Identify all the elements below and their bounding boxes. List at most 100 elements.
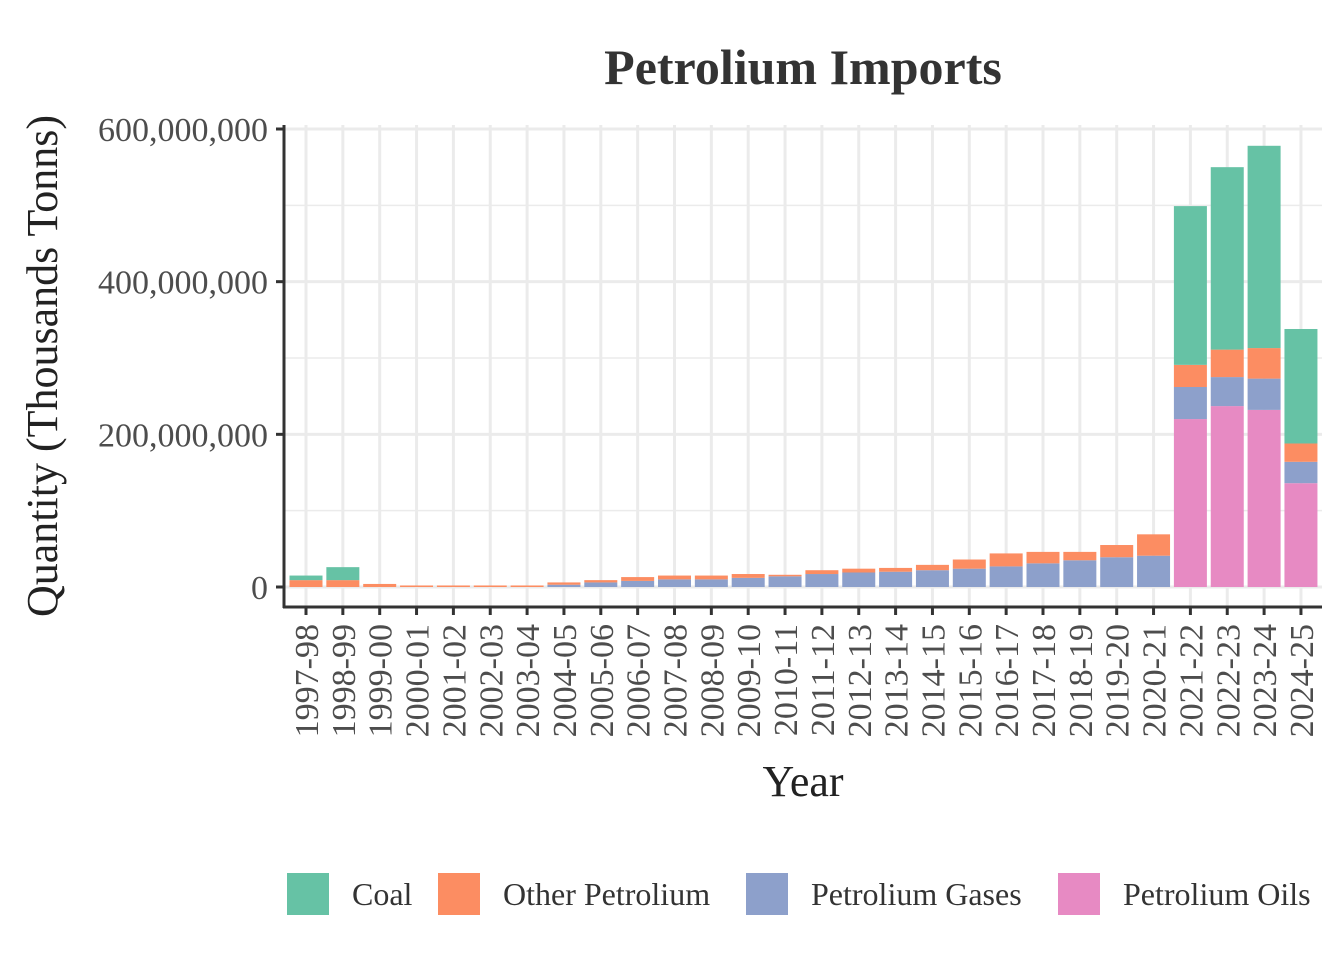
bar-segment-coal xyxy=(1284,328,1318,444)
bar-segment-other-petrolium xyxy=(436,585,470,587)
legend-item-other-petrolium: Other Petrolium xyxy=(438,873,710,915)
bar-segment-other-petrolium xyxy=(952,559,986,569)
x-tick-label: 2018-19 xyxy=(1063,624,1100,737)
bar-segment-other-petrolium xyxy=(658,575,691,580)
x-tick-label: 2000-01 xyxy=(400,624,437,737)
chart-title: Petrolium Imports xyxy=(604,39,1002,95)
bar-segment-petrolium-gases xyxy=(658,579,691,587)
bar-segment-petrolium-gases xyxy=(1173,387,1207,420)
bars xyxy=(289,145,1318,587)
x-tick-label: 2024-25 xyxy=(1284,624,1321,737)
bar-segment-other-petrolium xyxy=(1284,443,1318,462)
bar-segment-other-petrolium xyxy=(547,582,581,585)
x-tick-label: 2013-14 xyxy=(879,624,916,737)
bar-segment-coal xyxy=(289,575,323,581)
bar-segment-petrolium-gases xyxy=(952,568,986,587)
legend-label: Petrolium Oils xyxy=(1123,876,1311,912)
bar-segment-other-petrolium xyxy=(510,585,544,587)
bar-segment-petrolium-gases xyxy=(1284,461,1318,484)
bar-segment-petrolium-gases xyxy=(989,566,1023,587)
bar-segment-other-petrolium xyxy=(1100,545,1134,558)
y-axis-title: Quantity (Thousands Tonns) xyxy=(18,115,67,617)
x-tick-label: 2014-15 xyxy=(915,624,952,737)
bar-segment-other-petrolium xyxy=(989,553,1023,567)
bar-segment-other-petrolium xyxy=(1137,534,1171,556)
legend-item-petrolium-oils: Petrolium Oils xyxy=(1058,873,1311,915)
bar-segment-petrolium-gases xyxy=(1063,560,1097,587)
bar-segment-other-petrolium xyxy=(1063,551,1097,561)
bar-segment-petrolium-gases xyxy=(621,580,655,587)
y-tick-label: 400,000,000 xyxy=(98,265,268,302)
x-tick-label: 2010-11 xyxy=(768,624,805,736)
legend-swatch xyxy=(746,873,788,915)
x-tick-label: 2021-22 xyxy=(1173,624,1210,737)
x-tick-label: 2001-02 xyxy=(436,624,473,737)
bar-segment-coal xyxy=(1173,206,1207,365)
bar-segment-other-petrolium xyxy=(731,574,765,578)
x-tick-label: 2023-24 xyxy=(1247,624,1284,737)
bar-segment-other-petrolium xyxy=(1173,364,1207,388)
bar-segment-petrolium-gases xyxy=(547,584,581,587)
grid-lines xyxy=(284,125,1322,607)
y-tick-label: 600,000,000 xyxy=(98,112,268,149)
bar-segment-petrolium-gases xyxy=(694,579,728,587)
bar-segment-petrolium-gases xyxy=(1137,555,1171,587)
bar-segment-other-petrolium xyxy=(694,575,728,580)
x-tick-label: 2015-16 xyxy=(952,624,989,737)
bar-segment-other-petrolium xyxy=(1210,349,1244,378)
x-tick-label: 2002-03 xyxy=(473,624,510,737)
bar-segment-petrolium-gases xyxy=(879,571,913,587)
legend-swatch xyxy=(438,873,480,915)
bar-segment-other-petrolium xyxy=(1026,551,1060,564)
bar-segment-petrolium-gases xyxy=(731,577,765,587)
axes xyxy=(282,125,1322,609)
bar-segment-other-petrolium xyxy=(621,577,655,581)
x-tick-label: 2020-21 xyxy=(1137,624,1174,737)
x-axis-ticks: 1997-98 1998-99 1999-00 2000-01 2001-02 2002-… xyxy=(289,607,1321,737)
legend-swatch xyxy=(1058,873,1100,915)
bar-segment-petrolium-gases xyxy=(1026,563,1060,587)
x-tick-label: 2006-07 xyxy=(621,624,658,737)
x-tick-label: 2009-10 xyxy=(731,624,768,737)
bar-segment-petrolium-gases xyxy=(1100,557,1134,587)
x-tick-label: 2016-17 xyxy=(989,624,1026,737)
bar-segment-other-petrolium xyxy=(805,570,839,575)
bar-segment-other-petrolium xyxy=(363,583,397,587)
x-tick-label: 2007-08 xyxy=(658,624,695,737)
bar-segment-other-petrolium xyxy=(768,574,802,577)
x-tick-label: 2005-06 xyxy=(584,624,621,737)
bar-segment-petrolium-gases xyxy=(842,572,876,587)
bar-segment-petrolium-gases xyxy=(915,570,949,587)
legend: Coal Other Petrolium Petrolium Gases Petrol… xyxy=(287,873,1311,915)
bar-segment-petrolium-oils xyxy=(1173,419,1207,587)
x-axis-title: Year xyxy=(762,757,843,806)
bar-segment-petrolium-gases xyxy=(584,582,618,587)
bar-segment-coal xyxy=(1247,145,1281,349)
legend-label: Other Petrolium xyxy=(503,876,710,912)
x-tick-label: 2019-20 xyxy=(1100,624,1137,737)
bar-segment-petrolium-oils xyxy=(1210,406,1244,587)
bar-segment-petrolium-oils xyxy=(1247,409,1281,587)
legend-label: Coal xyxy=(352,876,413,912)
x-tick-label: 2017-18 xyxy=(1026,624,1063,737)
bar-segment-other-petrolium xyxy=(326,580,360,587)
bar-segment-other-petrolium xyxy=(584,580,618,583)
bar-segment-other-petrolium xyxy=(473,585,507,587)
x-tick-label: 1999-00 xyxy=(363,624,400,737)
x-tick-label: 1997-98 xyxy=(289,624,326,737)
bar-segment-petrolium-gases xyxy=(1247,378,1281,410)
bar-segment-coal xyxy=(326,567,360,581)
legend-swatch xyxy=(287,873,329,915)
x-tick-label: 2003-04 xyxy=(510,624,547,737)
y-axis-ticks: 0 200,000,000 400,000,000 600,000,000 xyxy=(98,112,284,607)
bar-segment-other-petrolium xyxy=(289,580,323,587)
bar-segment-coal xyxy=(1210,167,1244,350)
legend-label: Petrolium Gases xyxy=(811,876,1022,912)
legend-item-petrolium-gases: Petrolium Gases xyxy=(746,873,1022,915)
x-tick-label: 2008-09 xyxy=(694,624,731,737)
bar-segment-petrolium-oils xyxy=(1284,483,1318,587)
x-tick-label: 2022-23 xyxy=(1210,624,1247,737)
bar-segment-other-petrolium xyxy=(1247,348,1281,379)
y-tick-label: 0 xyxy=(251,570,268,607)
